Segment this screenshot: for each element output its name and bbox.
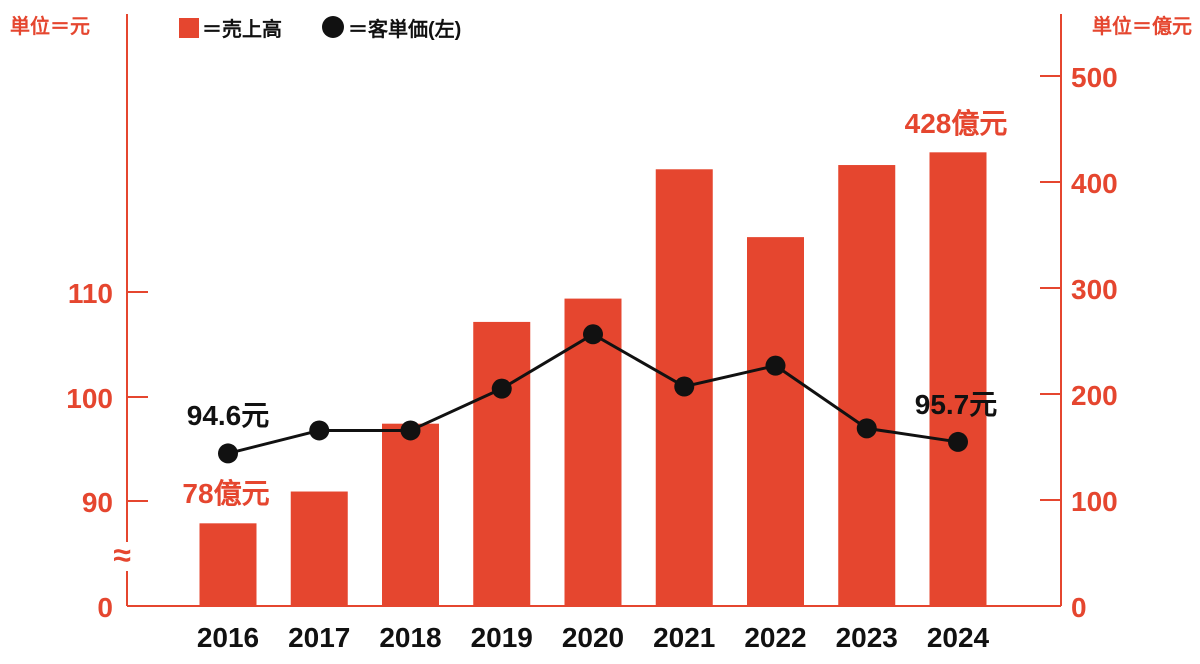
left-tick-label-100: 100 — [66, 383, 113, 414]
right-tick-label-400: 400 — [1071, 168, 1118, 199]
left-tick-label-90: 90 — [82, 487, 113, 518]
sales-bars — [199, 152, 987, 607]
left-axis-ticks: 110 100 90 0 — [66, 278, 148, 623]
x-tick-label-2016: 2016 — [197, 622, 259, 653]
price-point-2020 — [583, 324, 603, 345]
price-point-2016 — [218, 443, 238, 464]
x-tick-label-2023: 2023 — [836, 622, 898, 653]
right-tick-label-300: 300 — [1071, 274, 1118, 305]
price-point-2021 — [674, 376, 695, 397]
x-tick-label-2024: 2024 — [927, 622, 990, 653]
right-axis-unit: 単位＝億元 — [1092, 14, 1192, 38]
left-tick-label-110: 110 — [68, 278, 113, 309]
right-tick-label-200: 200 — [1071, 380, 1118, 411]
right-tick-label-500: 500 — [1071, 62, 1118, 93]
legend-price-label: ＝客単価(左) — [348, 17, 461, 41]
left-tick-label-0: 0 — [97, 592, 113, 623]
sales-bar-2018 — [382, 423, 439, 606]
x-tick-label-2021: 2021 — [653, 622, 715, 653]
x-axis-labels: 2016 2017 2018 2019 2020 2021 2022 2023 2024 — [197, 622, 990, 653]
left-axis-break: ≈ — [113, 537, 131, 573]
legend-sales-swatch — [179, 18, 199, 38]
x-tick-label-2022: 2022 — [744, 622, 806, 653]
legend-price-dot — [322, 16, 344, 38]
annotation-first-sales: 78億元 — [182, 478, 269, 509]
price-point-2017 — [309, 420, 330, 441]
price-point-2019 — [491, 378, 512, 399]
sales-bar-2023 — [838, 165, 896, 607]
sales-bar-2022 — [747, 237, 804, 606]
right-tick-label-0: 0 — [1071, 592, 1087, 623]
x-tick-label-2020: 2020 — [562, 622, 624, 653]
x-tick-label-2018: 2018 — [379, 622, 441, 653]
price-point-2023 — [856, 418, 877, 439]
left-axis-unit: 単位＝元 — [10, 14, 90, 38]
right-tick-label-100: 100 — [1071, 486, 1118, 517]
annotation-last-price: 95.7元 — [915, 389, 998, 420]
price-point-2022 — [765, 355, 786, 376]
annotation-first-price: 94.6元 — [187, 400, 270, 431]
sales-bar-2017 — [290, 491, 348, 606]
price-point-2024 — [948, 431, 968, 452]
legend: ＝売上高 ＝客単価(左) — [179, 16, 461, 41]
sales-bar-2020 — [564, 298, 622, 606]
sales-bar-2016 — [199, 523, 257, 606]
price-line-series — [218, 324, 968, 464]
sales-bar-2024 — [929, 152, 987, 606]
x-tick-label-2017: 2017 — [288, 622, 350, 653]
x-tick-label-2019: 2019 — [471, 622, 533, 653]
sales-bar-2019 — [473, 321, 531, 606]
legend-sales-label: ＝売上高 — [202, 17, 282, 41]
price-point-2018 — [400, 420, 421, 441]
annotation-last-sales: 428億元 — [905, 108, 1008, 139]
right-axis-ticks: 0 100 200 300 400 500 — [1040, 62, 1118, 623]
